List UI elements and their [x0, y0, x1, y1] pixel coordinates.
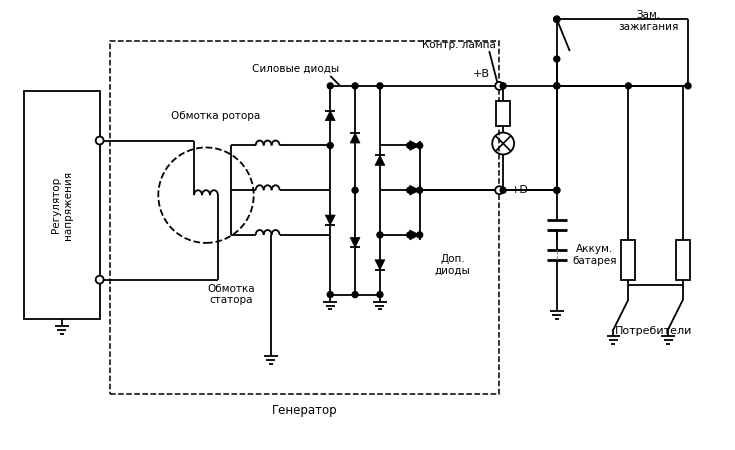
Circle shape	[495, 82, 503, 90]
Text: Аккум.
батарея: Аккум. батарея	[573, 244, 617, 266]
Text: +D: +D	[511, 185, 529, 195]
Circle shape	[554, 83, 560, 89]
Circle shape	[554, 83, 560, 89]
Circle shape	[377, 292, 383, 297]
Circle shape	[554, 187, 560, 193]
Circle shape	[417, 232, 423, 238]
Circle shape	[501, 187, 506, 193]
Circle shape	[406, 143, 413, 148]
Text: +B: +B	[473, 69, 490, 79]
Circle shape	[352, 83, 358, 89]
Text: Генератор: Генератор	[271, 405, 337, 417]
Polygon shape	[409, 185, 420, 195]
Circle shape	[685, 83, 691, 89]
Text: Силовые диоды: Силовые диоды	[252, 64, 339, 74]
Text: Обмотка
статора: Обмотка статора	[207, 284, 254, 306]
Circle shape	[327, 292, 333, 297]
Bar	[24, 91, 100, 320]
Polygon shape	[350, 238, 360, 248]
Circle shape	[625, 83, 631, 89]
Circle shape	[96, 276, 104, 284]
Circle shape	[554, 56, 560, 62]
Polygon shape	[375, 155, 385, 165]
Text: Контр. лампа: Контр. лампа	[423, 40, 496, 50]
Circle shape	[377, 232, 383, 238]
Circle shape	[352, 292, 358, 297]
Circle shape	[327, 83, 333, 89]
Polygon shape	[326, 111, 335, 121]
Circle shape	[501, 83, 506, 89]
Polygon shape	[409, 140, 420, 150]
Circle shape	[96, 136, 104, 144]
Circle shape	[406, 232, 413, 238]
Circle shape	[327, 143, 333, 148]
Bar	[676, 240, 690, 279]
Text: Обмотка ротора: Обмотка ротора	[171, 111, 261, 121]
Circle shape	[554, 187, 560, 193]
Text: Зам.
зажигания: Зам. зажигания	[618, 10, 679, 32]
Circle shape	[554, 16, 560, 22]
Bar	[496, 101, 510, 126]
Circle shape	[406, 187, 413, 193]
Circle shape	[554, 16, 560, 22]
Circle shape	[417, 143, 423, 148]
Polygon shape	[350, 133, 360, 143]
Circle shape	[352, 187, 358, 193]
Bar	[110, 41, 499, 394]
Circle shape	[554, 16, 560, 22]
Text: Регулятор
напряжения: Регулятор напряжения	[51, 171, 73, 240]
Text: Доп.
диоды: Доп. диоды	[434, 254, 470, 275]
Polygon shape	[375, 260, 385, 270]
Polygon shape	[326, 215, 335, 225]
Text: Потребители: Потребители	[614, 326, 692, 336]
Circle shape	[495, 186, 503, 194]
Bar	[621, 240, 635, 279]
Circle shape	[377, 83, 383, 89]
Circle shape	[417, 187, 423, 193]
Polygon shape	[409, 230, 420, 240]
